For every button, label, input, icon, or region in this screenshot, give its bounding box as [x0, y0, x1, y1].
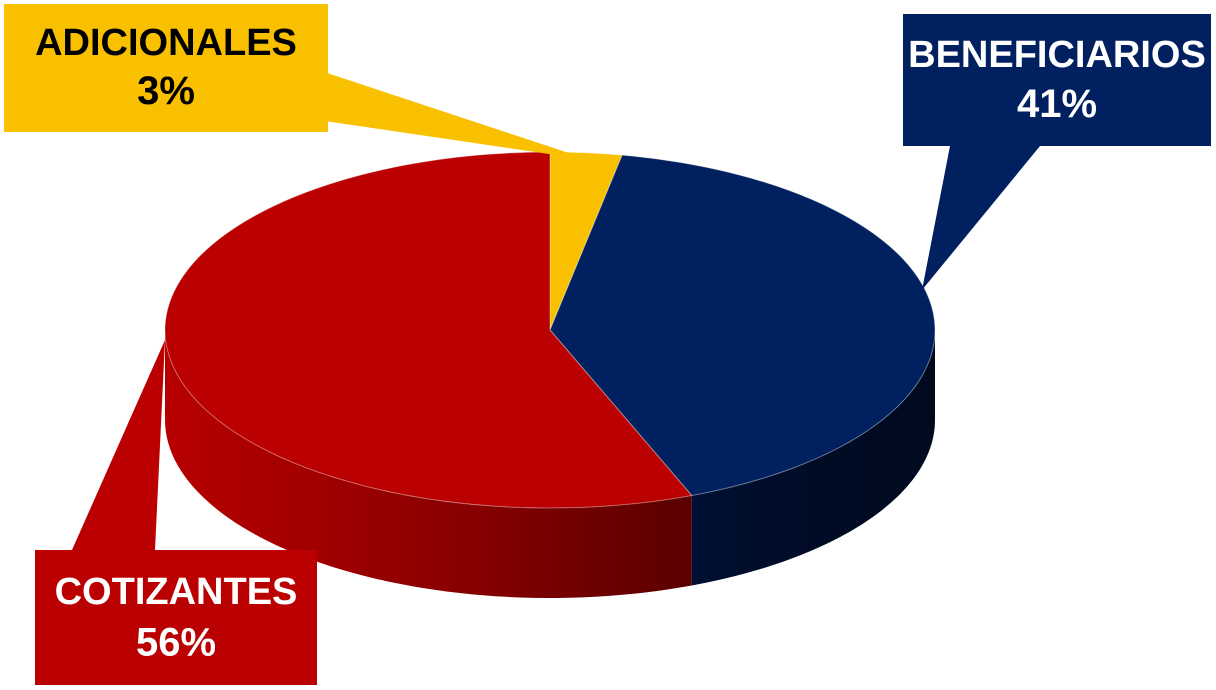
pie-slice-cotizantes: [164, 151, 693, 509]
callout-cotizantes: COTIZANTES 56%: [35, 550, 317, 685]
callout-value-label: 3%: [137, 69, 195, 113]
callout-value-label: 41%: [1017, 82, 1097, 126]
callout-leader-cotizantes: [72, 340, 165, 550]
callout-category-label: BENEFICIARIOS: [908, 34, 1206, 76]
pie-side-cotizantes: [165, 330, 692, 598]
pie-slice-beneficiarios: [549, 154, 936, 497]
callout-value-label: 56%: [136, 620, 216, 664]
callout-leader-adicionales: [318, 70, 590, 160]
callout-leader-beneficiarios: [922, 146, 1040, 290]
callout-adicionales: ADICIONALES 3%: [4, 4, 328, 132]
callout-box-adicionales: [4, 4, 328, 132]
callout-beneficiarios: BENEFICIARIOS 41%: [903, 14, 1211, 146]
callout-box-cotizantes: [35, 550, 317, 685]
callout-category-label: COTIZANTES: [55, 571, 298, 613]
callout-box-beneficiarios: [903, 14, 1211, 146]
pie-side-beneficiarios: [691, 330, 935, 586]
callout-category-label: ADICIONALES: [35, 22, 297, 64]
